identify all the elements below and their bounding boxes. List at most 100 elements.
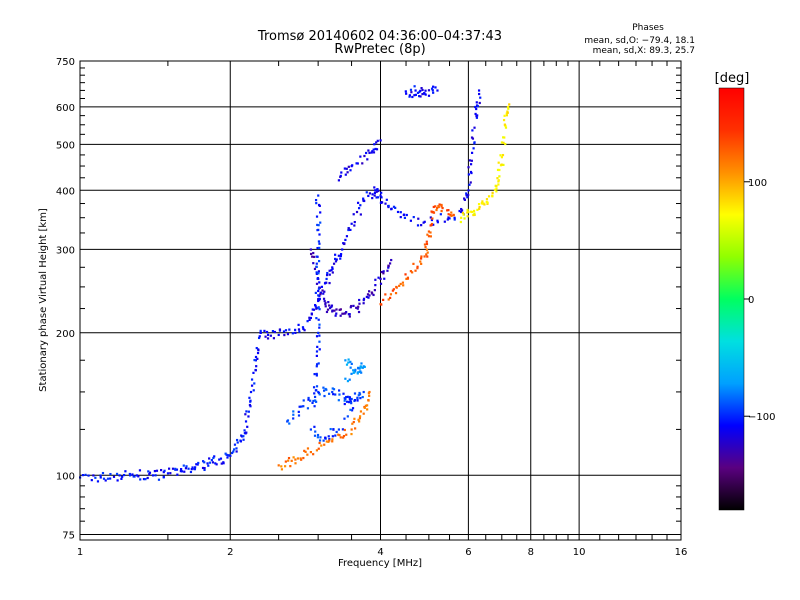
data-point bbox=[318, 246, 321, 250]
data-point bbox=[317, 272, 320, 275]
data-point bbox=[297, 328, 301, 331]
data-point bbox=[495, 187, 498, 190]
data-point bbox=[502, 136, 505, 139]
data-point bbox=[328, 438, 331, 441]
data-point bbox=[102, 477, 106, 480]
data-point bbox=[431, 211, 434, 214]
data-point bbox=[309, 450, 312, 454]
data-point bbox=[478, 205, 481, 209]
data-point bbox=[219, 457, 223, 460]
data-point bbox=[282, 330, 286, 333]
data-point bbox=[358, 415, 362, 418]
data-point bbox=[478, 101, 481, 105]
data-point bbox=[368, 394, 371, 397]
data-point bbox=[319, 436, 322, 439]
data-point bbox=[356, 399, 359, 402]
data-point bbox=[486, 202, 489, 205]
data-point bbox=[481, 200, 484, 203]
data-point bbox=[318, 393, 321, 396]
data-point bbox=[427, 94, 431, 97]
data-point bbox=[427, 89, 431, 92]
data-point bbox=[414, 93, 418, 96]
data-point bbox=[359, 155, 362, 158]
data-point bbox=[318, 348, 321, 351]
data-point bbox=[349, 408, 352, 411]
data-point bbox=[215, 463, 218, 466]
data-point bbox=[470, 210, 474, 214]
data-point bbox=[350, 362, 353, 365]
data-point bbox=[470, 136, 474, 139]
data-point bbox=[365, 295, 368, 299]
data-point bbox=[229, 454, 232, 457]
data-point bbox=[324, 303, 327, 306]
data-point bbox=[363, 154, 366, 158]
data-point bbox=[358, 420, 361, 423]
data-point bbox=[176, 473, 179, 476]
y-tick-label: 200 bbox=[56, 329, 75, 340]
data-point bbox=[431, 217, 434, 220]
data-point bbox=[392, 288, 395, 291]
data-point bbox=[453, 218, 456, 221]
x-tick-label: 6 bbox=[465, 547, 471, 558]
data-point bbox=[384, 293, 387, 296]
data-point bbox=[362, 412, 365, 415]
data-point bbox=[350, 304, 353, 308]
data-point bbox=[208, 457, 211, 460]
data-point bbox=[479, 96, 482, 99]
data-point bbox=[325, 273, 329, 277]
data-point bbox=[317, 224, 320, 227]
data-point bbox=[331, 440, 334, 443]
data-point bbox=[408, 94, 412, 97]
data-point bbox=[328, 281, 331, 285]
data-point bbox=[427, 235, 431, 238]
data-point bbox=[337, 433, 340, 436]
data-point bbox=[427, 230, 431, 233]
data-point bbox=[379, 139, 382, 142]
data-point bbox=[346, 415, 349, 418]
data-point bbox=[359, 365, 362, 368]
data-point bbox=[356, 397, 359, 400]
data-point bbox=[343, 402, 346, 406]
data-point bbox=[358, 417, 362, 420]
data-point bbox=[500, 156, 504, 159]
data-point bbox=[331, 438, 334, 441]
data-point bbox=[379, 282, 383, 285]
data-point bbox=[144, 478, 147, 481]
data-point bbox=[310, 313, 313, 316]
data-point bbox=[94, 476, 97, 479]
data-point bbox=[416, 224, 420, 227]
data-point bbox=[463, 197, 466, 200]
data-point bbox=[473, 213, 476, 216]
data-point bbox=[244, 413, 247, 416]
data-point bbox=[496, 177, 499, 180]
data-point bbox=[340, 171, 343, 174]
data-point bbox=[503, 123, 507, 126]
data-point bbox=[466, 196, 469, 199]
data-point bbox=[292, 456, 295, 459]
data-point bbox=[335, 430, 338, 434]
data-point bbox=[338, 308, 341, 311]
data-point bbox=[417, 217, 420, 220]
data-point bbox=[435, 208, 438, 212]
data-point bbox=[109, 477, 112, 480]
data-point bbox=[242, 438, 245, 441]
data-point bbox=[163, 469, 166, 472]
data-point bbox=[90, 479, 93, 482]
data-point bbox=[314, 305, 317, 308]
data-point bbox=[380, 196, 383, 199]
data-point bbox=[218, 458, 221, 461]
data-point bbox=[436, 206, 439, 210]
data-point bbox=[317, 318, 320, 321]
data-point bbox=[355, 306, 358, 309]
data-point bbox=[316, 345, 319, 348]
data-point bbox=[151, 474, 155, 477]
data-point bbox=[292, 413, 295, 416]
data-point bbox=[420, 262, 423, 265]
data-point bbox=[235, 447, 238, 450]
data-point bbox=[296, 457, 300, 460]
data-point bbox=[491, 195, 494, 198]
data-point bbox=[318, 326, 321, 329]
data-point bbox=[326, 271, 329, 275]
data-point bbox=[389, 296, 392, 299]
data-point bbox=[405, 213, 408, 217]
